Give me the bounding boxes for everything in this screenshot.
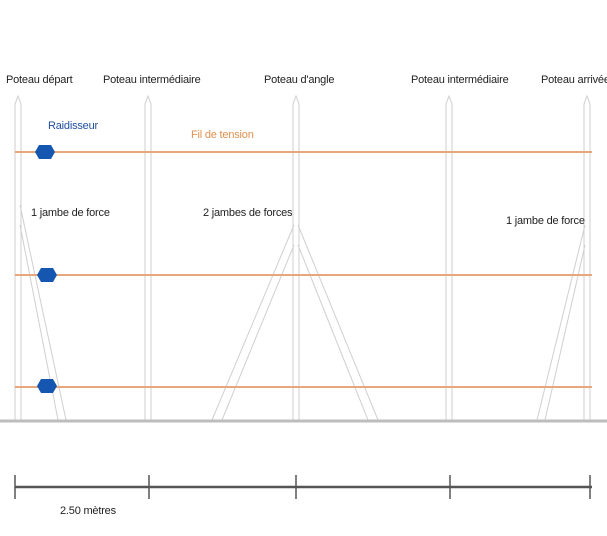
post-intermediate-1: [144, 94, 152, 420]
tensioner-top: [35, 145, 55, 159]
post-end-label: Poteau arrivée: [541, 74, 607, 86]
brace-end: [536, 224, 586, 421]
post-intermediate-1-label: Poteau intermédiaire: [103, 74, 201, 86]
scale-label: 2.50 mètres: [60, 505, 116, 517]
tensioner-label: Raidisseur: [48, 120, 98, 132]
brace-corner-right: [297, 224, 379, 421]
post-intermediate-2: [445, 94, 453, 420]
brace-corner-label: 2 jambes de forces: [203, 207, 293, 219]
brace-corner-left: [211, 224, 295, 421]
tensioner-bottom: [37, 379, 57, 393]
scale-bar: [14, 475, 592, 499]
brace-end-label: 1 jambe de force: [506, 215, 585, 227]
post-start-label: Poteau départ: [6, 74, 73, 86]
tensioner-middle: [37, 268, 57, 282]
tension-wire-label: Fil de tension: [191, 129, 254, 141]
post-corner-label: Poteau d'angle: [264, 74, 335, 86]
post-end: [583, 94, 591, 420]
post-corner: [292, 94, 300, 420]
post-start: [14, 94, 22, 420]
post-intermediate-2-label: Poteau intermédiaire: [411, 74, 509, 86]
brace-start-label: 1 jambe de force: [31, 207, 110, 219]
